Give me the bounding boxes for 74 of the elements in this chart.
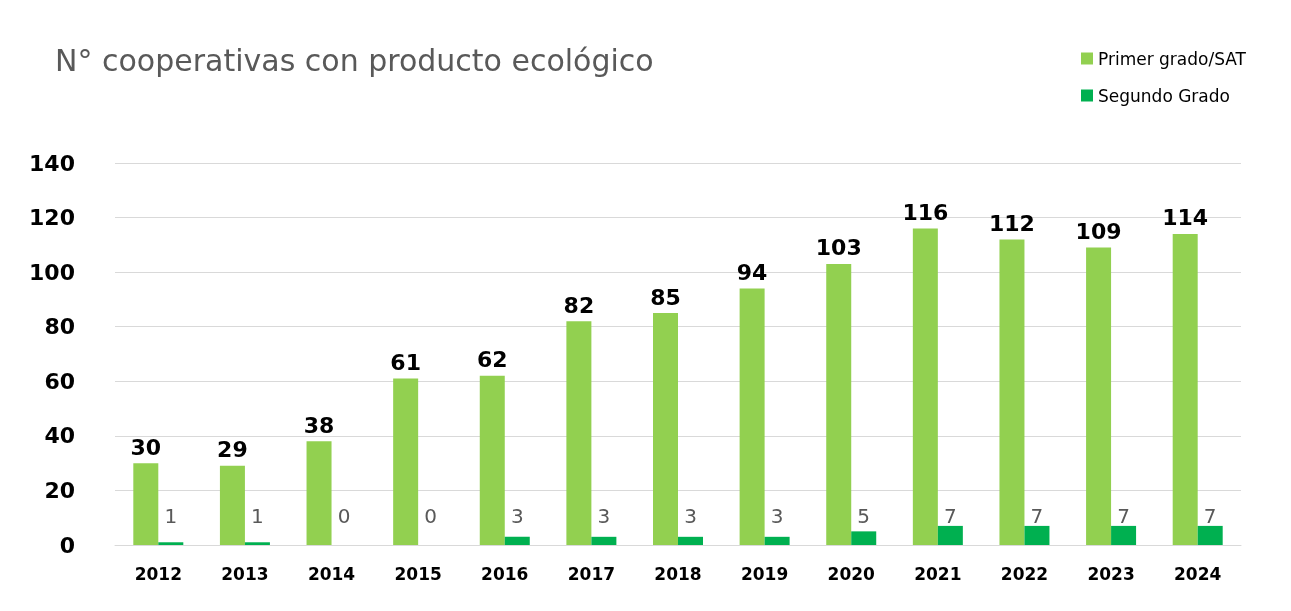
- data-label: 94: [736, 260, 768, 286]
- bar: [826, 263, 852, 545]
- data-label: 30: [130, 434, 162, 460]
- data-label: 7: [943, 504, 957, 528]
- bar: [739, 288, 765, 545]
- x-tick-label: 2021: [914, 563, 962, 584]
- data-label: 7: [1030, 504, 1044, 528]
- bar: [653, 313, 678, 545]
- legend-label: Segundo Grado: [1098, 85, 1230, 106]
- data-label: 62: [476, 347, 508, 373]
- data-label: 3: [597, 504, 611, 528]
- y-tick-label: 40: [44, 423, 75, 449]
- bar: [1024, 525, 1050, 545]
- bar: [999, 239, 1025, 545]
- data-label: 3: [684, 504, 697, 528]
- bar: [1197, 525, 1223, 545]
- bar: [479, 375, 505, 545]
- y-tick-label: 100: [29, 259, 75, 285]
- data-label: 29: [217, 437, 248, 463]
- bar: [851, 531, 877, 545]
- data-label: 116: [902, 199, 949, 225]
- bar: [764, 536, 790, 545]
- bar: [912, 228, 938, 545]
- data-label: 38: [303, 412, 335, 438]
- bar: [504, 536, 530, 545]
- x-tick-label: 2022: [1000, 563, 1049, 584]
- x-tick-label: 2019: [740, 563, 789, 584]
- x-tick-label: 2024: [1174, 563, 1222, 584]
- x-tick-label: 2020: [827, 563, 876, 584]
- x-tick-label: 2016: [481, 563, 529, 584]
- bar: [244, 542, 270, 545]
- data-label: 5: [857, 504, 871, 528]
- bar: [306, 441, 332, 545]
- bar: [591, 536, 617, 545]
- data-label: 61: [390, 350, 421, 376]
- y-tick-label: 140: [29, 150, 75, 176]
- bar: [1111, 525, 1137, 545]
- legend-label: Primer grado/SAT: [1098, 48, 1247, 69]
- data-label: 103: [815, 235, 862, 261]
- data-label: 85: [650, 284, 681, 310]
- y-tick-label: 120: [29, 205, 75, 231]
- data-label: 1: [251, 504, 264, 528]
- x-tick-label: 2023: [1087, 563, 1135, 584]
- x-tick-label: 2013: [221, 563, 269, 584]
- data-label: 7: [1203, 504, 1217, 528]
- y-tick-label: 60: [44, 368, 75, 394]
- data-label: 1: [164, 504, 178, 528]
- chart-title: N° cooperativas con producto ecológico: [55, 42, 654, 78]
- bar: [133, 463, 159, 545]
- bar: [1086, 247, 1112, 545]
- data-label: 109: [1075, 219, 1122, 245]
- data-label: 7: [1117, 504, 1130, 528]
- y-tick-label: 0: [59, 532, 75, 558]
- x-tick-label: 2018: [654, 563, 702, 584]
- bar: [566, 321, 592, 545]
- bar: [678, 536, 703, 545]
- bar: [1172, 233, 1198, 545]
- bar: [158, 542, 184, 545]
- x-tick-label: 2017: [567, 563, 616, 584]
- y-tick-label: 80: [44, 314, 75, 340]
- bar: [937, 525, 963, 545]
- y-tick-label: 20: [44, 477, 75, 503]
- data-label: 0: [337, 504, 351, 528]
- data-label: 0: [424, 504, 438, 528]
- x-tick-label: 2014: [307, 563, 356, 584]
- data-label: 3: [510, 504, 524, 528]
- bar: [219, 465, 245, 545]
- bar: [393, 378, 419, 545]
- data-label: 114: [1162, 205, 1209, 231]
- data-label: 112: [988, 210, 1035, 236]
- data-label: 82: [563, 292, 595, 318]
- x-tick-label: 2015: [394, 563, 442, 584]
- data-label: 3: [770, 504, 784, 528]
- x-tick-label: 2012: [134, 563, 182, 584]
